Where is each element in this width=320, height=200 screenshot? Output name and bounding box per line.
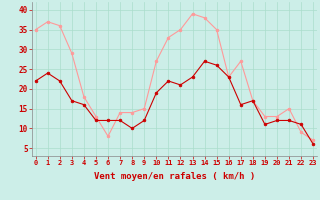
X-axis label: Vent moyen/en rafales ( km/h ): Vent moyen/en rafales ( km/h ) (94, 172, 255, 181)
